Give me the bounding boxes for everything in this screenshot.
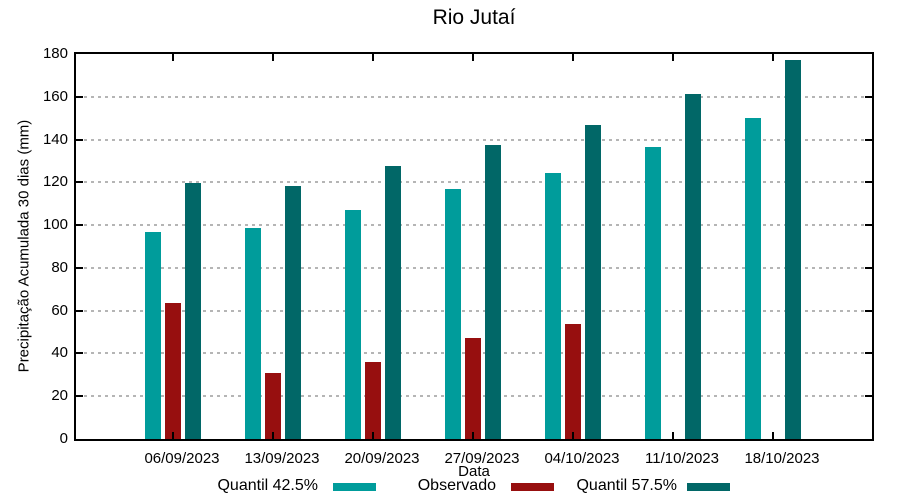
y-tick-left-80 (76, 266, 83, 269)
bar-observado-06/09/2023 (165, 303, 181, 439)
bar-quantil-42.5--18/10/2023 (745, 118, 761, 439)
gridline-100 (77, 224, 871, 227)
y-tick-left-100 (76, 224, 83, 227)
gridline-80 (77, 266, 871, 269)
y-tick-label-20: 20 (51, 387, 68, 405)
legend-label-observado: Observado (417, 477, 496, 494)
bar-quantil-42.5--20/09/2023 (345, 210, 361, 439)
x-tick-top-2 (372, 54, 374, 61)
bar-observado-13/09/2023 (265, 372, 281, 439)
y-tick-label-120: 120 (42, 173, 68, 191)
x-tick-bottom-0 (172, 432, 174, 439)
y-tick-left-160 (76, 95, 83, 98)
bar-quantil-57.5--04/10/2023 (585, 124, 601, 439)
x-tick-bottom-3 (472, 432, 474, 439)
y-tick-right-60 (865, 309, 872, 312)
y-tick-right-120 (865, 181, 872, 184)
x-tick-bottom-2 (372, 432, 374, 439)
y-tick-left-40 (76, 352, 83, 355)
x-tick-bottom-6 (772, 432, 774, 439)
x-tick-top-1 (272, 54, 274, 61)
y-tick-left-60 (76, 309, 83, 312)
bar-quantil-57.5--18/10/2023 (785, 60, 801, 439)
y-axis-title: Precipitação Acumulada 30 dias (mm) (15, 119, 33, 373)
bar-quantil-57.5--11/10/2023 (685, 93, 701, 439)
y-tick-label-180: 180 (42, 45, 68, 62)
x-tick-label-3: 27/09/2023 (444, 450, 520, 467)
legend-swatch-observado (511, 483, 554, 491)
legend-swatch-quantil-57.5- (687, 483, 730, 491)
x-tick-label-5: 11/10/2023 (645, 450, 719, 467)
y-tick-label-80: 80 (51, 258, 68, 276)
bar-observado-20/09/2023 (365, 362, 381, 439)
x-tick-label-4: 04/10/2023 (544, 450, 620, 467)
x-tick-bottom-5 (672, 432, 674, 439)
y-tick-left-120 (76, 181, 83, 184)
legend-label-quantil-42.5-: Quantil 42.5% (217, 477, 318, 494)
y-tick-label-140: 140 (42, 130, 68, 148)
plot-area (74, 52, 874, 441)
x-tick-label-6: 18/10/2023 (744, 450, 820, 467)
x-tick-label-0: 06/09/2023 (144, 450, 220, 467)
bar-quantil-42.5--13/09/2023 (245, 228, 261, 439)
bar-quantil-42.5--04/10/2023 (545, 172, 561, 439)
y-tick-label-60: 60 (51, 301, 68, 319)
x-tick-top-0 (172, 54, 174, 61)
bar-quantil-57.5--06/09/2023 (185, 183, 201, 439)
x-tick-top-6 (772, 54, 774, 61)
gridline-60 (77, 309, 871, 312)
y-tick-left-140 (76, 138, 83, 141)
x-tick-bottom-4 (572, 432, 574, 439)
bar-observado-04/10/2023 (565, 323, 581, 439)
x-tick-top-4 (572, 54, 574, 61)
x-tick-top-5 (672, 54, 674, 61)
y-tick-right-40 (865, 352, 872, 355)
y-tick-label-100: 100 (42, 216, 68, 234)
legend-swatch-quantil-42.5- (333, 483, 376, 491)
y-tick-right-80 (865, 266, 872, 269)
bar-quantil-42.5--06/09/2023 (145, 231, 161, 439)
x-axis-title: Data (458, 463, 490, 480)
y-tick-left-20 (76, 395, 83, 398)
bar-quantil-42.5--11/10/2023 (645, 147, 661, 439)
x-tick-label-1: 13/09/2023 (244, 450, 320, 467)
y-tick-right-160 (865, 95, 872, 98)
bar-quantil-42.5--27/09/2023 (445, 188, 461, 439)
legend-label-quantil-57.5-: Quantil 57.5% (576, 477, 677, 494)
y-tick-label-40: 40 (51, 344, 68, 362)
y-tick-label-0: 0 (59, 430, 68, 447)
bar-quantil-57.5--20/09/2023 (385, 166, 401, 439)
y-tick-label-160: 160 (42, 87, 68, 105)
y-tick-right-140 (865, 138, 872, 141)
x-tick-label-2: 20/09/2023 (344, 450, 420, 467)
y-tick-right-20 (865, 395, 872, 398)
x-tick-top-3 (472, 54, 474, 61)
gridline-160 (77, 95, 871, 98)
x-tick-bottom-1 (272, 432, 274, 439)
chart-title: Rio Jutaí (432, 6, 516, 29)
gridline-140 (77, 138, 871, 141)
gridline-120 (77, 181, 871, 184)
bar-quantil-57.5--27/09/2023 (485, 144, 501, 439)
bar-quantil-57.5--13/09/2023 (285, 185, 301, 439)
y-tick-right-100 (865, 224, 872, 227)
bar-observado-27/09/2023 (465, 338, 481, 439)
